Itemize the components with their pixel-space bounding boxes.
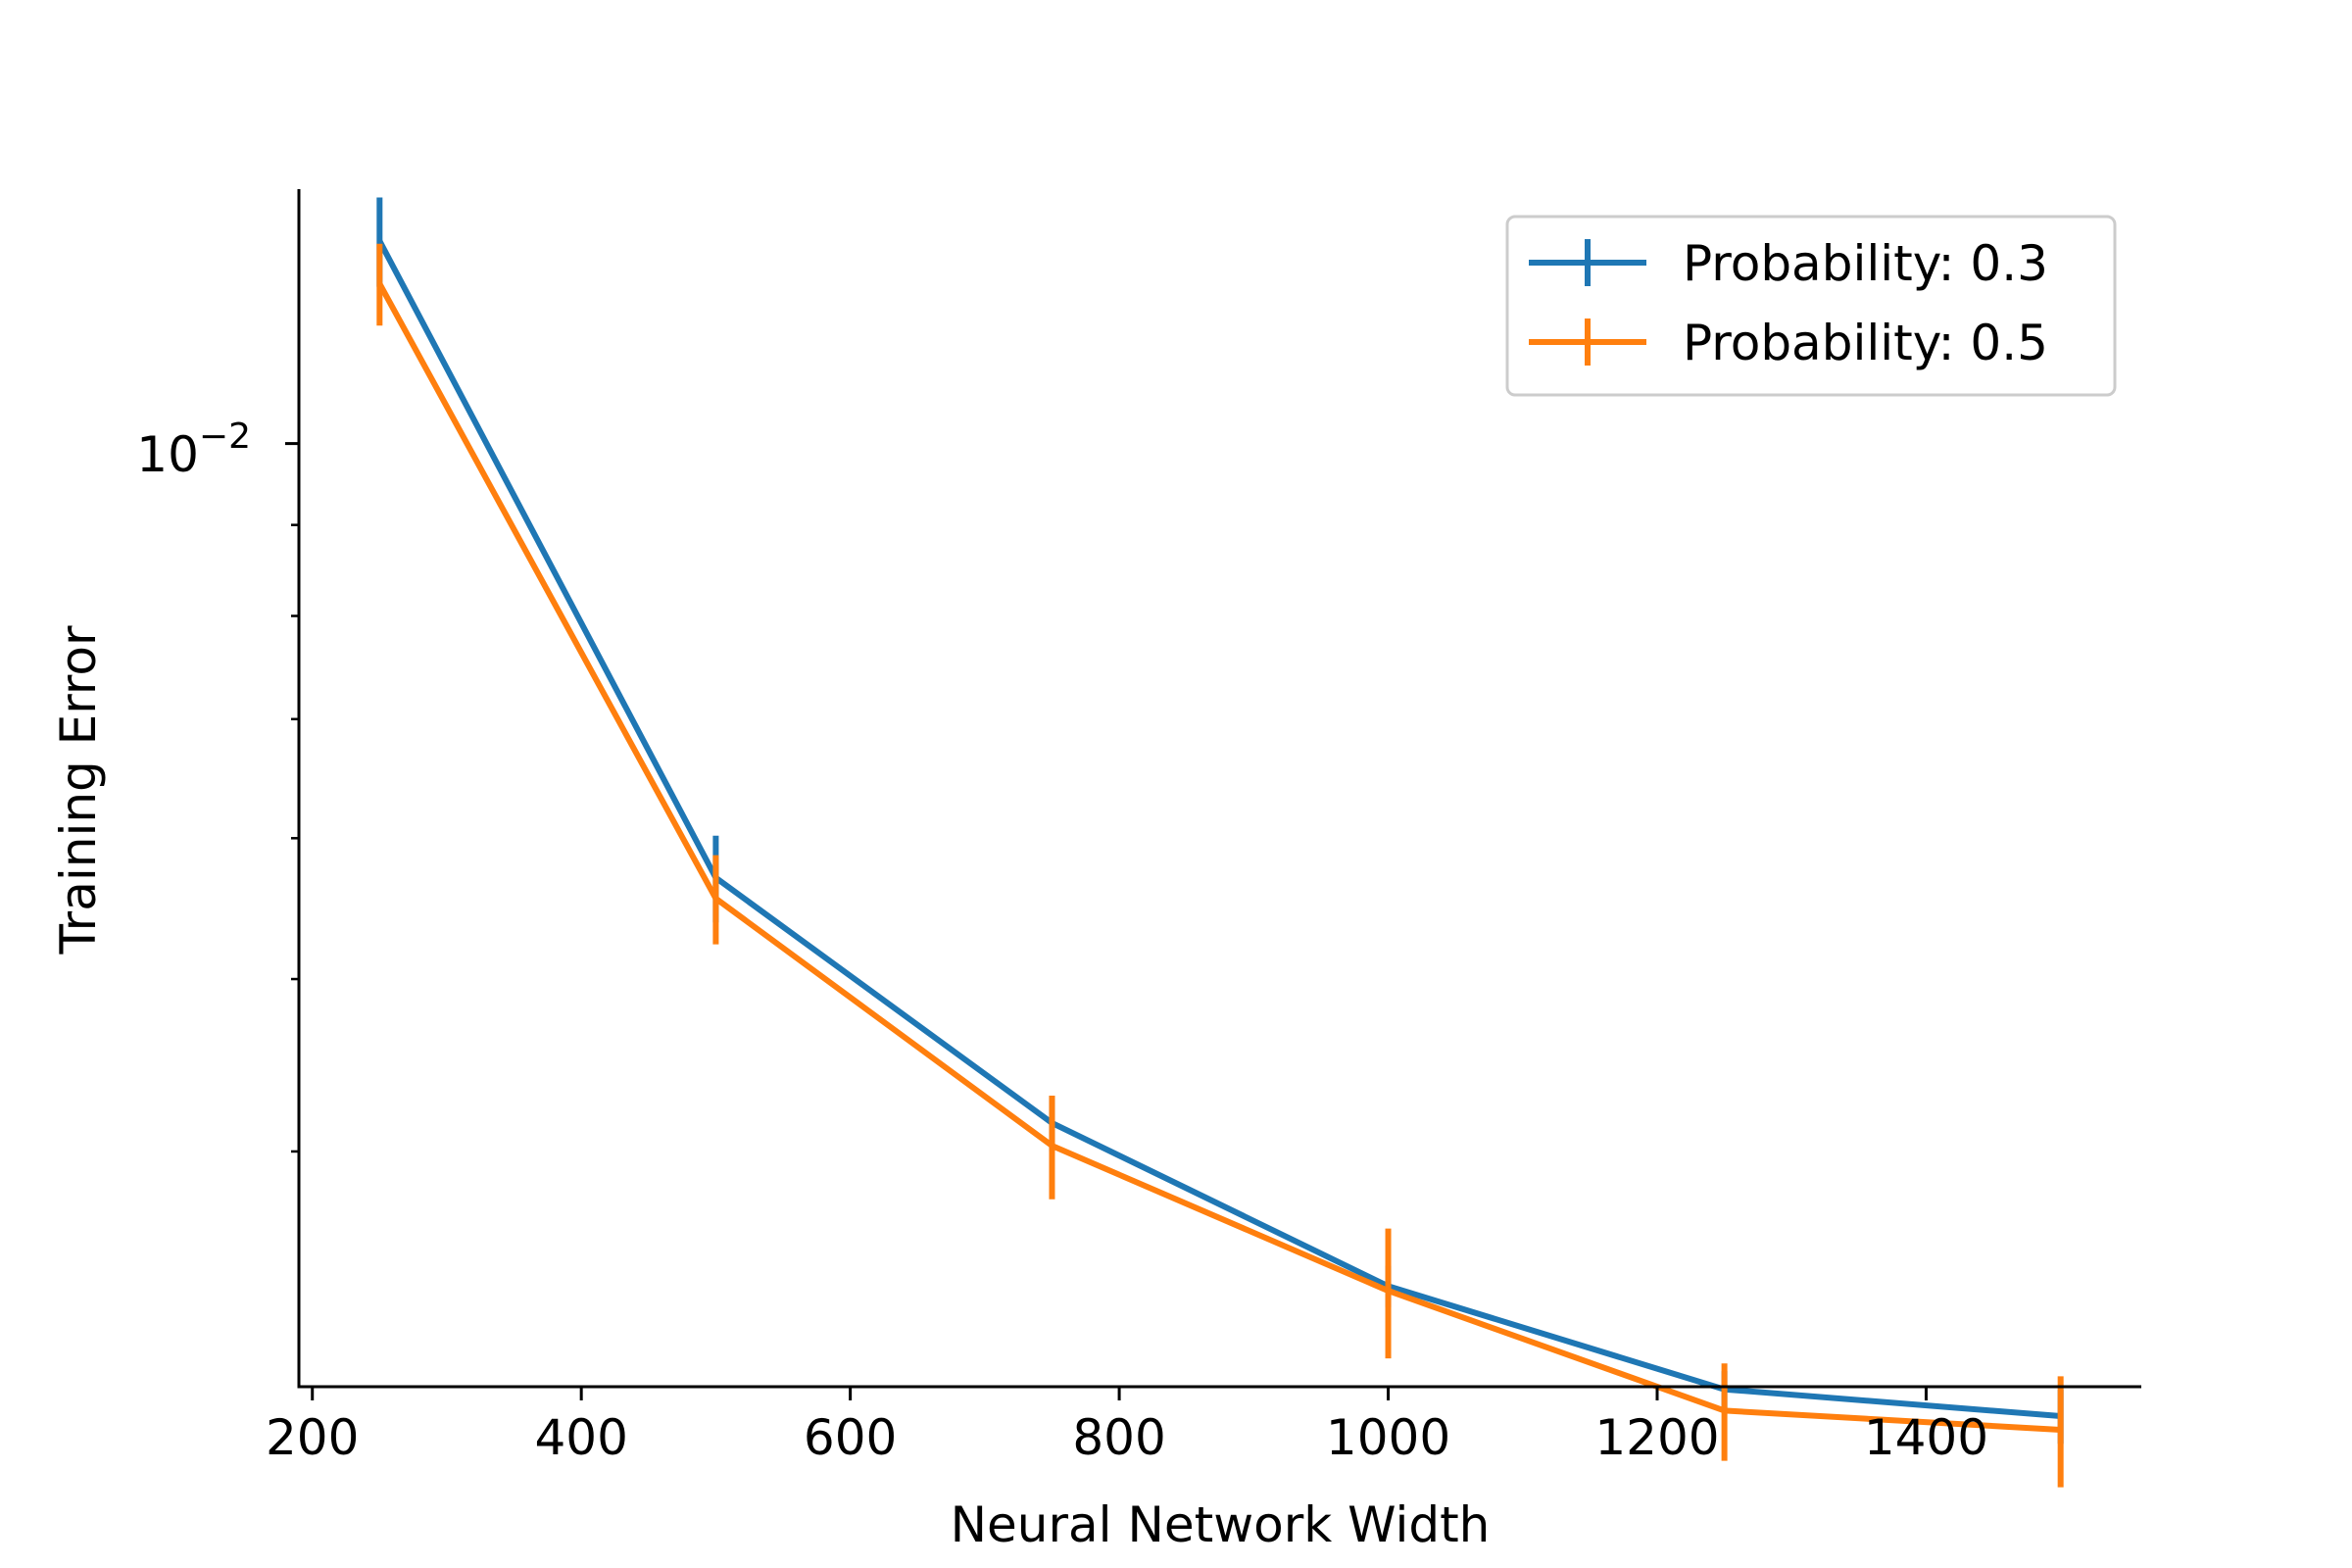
- x-tick-label: 800: [1072, 1409, 1165, 1466]
- legend: Probability: 0.3 Probability: 0.5: [1505, 215, 2117, 397]
- x-tick-label: 600: [804, 1409, 897, 1466]
- series-2-line: [376, 281, 2061, 1433]
- x-tick-label: 1200: [1594, 1409, 1719, 1466]
- y-tick-base: 10: [136, 426, 199, 483]
- series-layer: [376, 197, 2064, 1488]
- series-1-line: [376, 239, 2061, 1419]
- legend-label: Probability: 0.3: [1683, 235, 2048, 292]
- x-ticks: 200 400 600 800 1000 1200 1400: [266, 1387, 1988, 1466]
- y-tick-exponent: −2: [199, 416, 251, 457]
- x-tick-label: 1400: [1864, 1409, 1988, 1466]
- y-tick-label-major: 10−2: [136, 416, 251, 483]
- series-2: [376, 243, 2064, 1488]
- x-tick-label: 400: [534, 1409, 627, 1466]
- y-axis-label: Training Error: [50, 625, 107, 956]
- axes-layer: [297, 189, 2141, 1389]
- legend-frame: [1505, 215, 2117, 397]
- y-ticks: 10−2: [136, 416, 299, 1153]
- legend-label: Probability: 0.5: [1683, 315, 2048, 371]
- x-axis-label: Neural Network Width: [951, 1496, 1491, 1553]
- x-tick-label: 200: [266, 1409, 359, 1466]
- x-tick-label: 1000: [1326, 1409, 1450, 1466]
